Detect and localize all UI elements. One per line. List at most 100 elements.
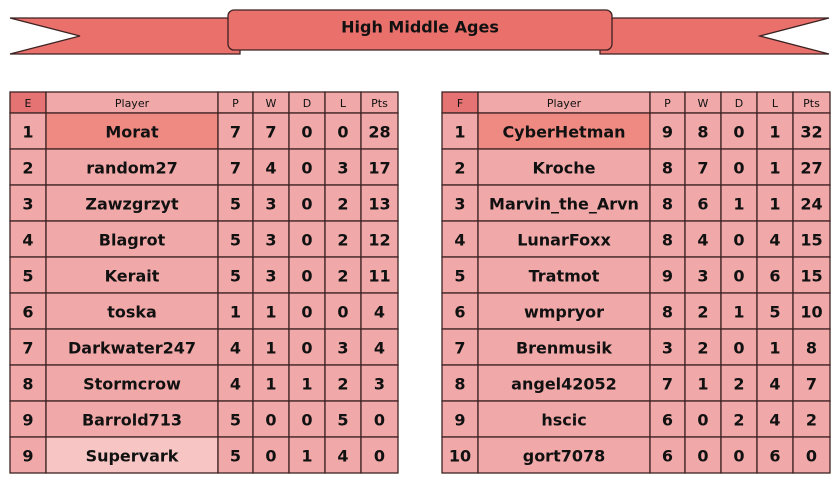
cell-text: Blagrot bbox=[99, 231, 166, 250]
cell-text: 4 bbox=[230, 375, 241, 394]
header-label: L bbox=[340, 97, 347, 110]
table-cell bbox=[649, 184, 686, 222]
table-cell bbox=[252, 148, 290, 186]
table-cell bbox=[756, 184, 794, 222]
table-cell bbox=[324, 400, 362, 438]
table-cell bbox=[756, 436, 794, 474]
cell-text: 27 bbox=[800, 159, 822, 178]
header-label: L bbox=[772, 97, 779, 110]
table-cell bbox=[649, 400, 686, 438]
table-cell bbox=[684, 400, 722, 438]
cell-text: 7 bbox=[806, 375, 817, 394]
cell-text: 5 bbox=[22, 267, 33, 286]
cell-text: 0 bbox=[733, 231, 744, 250]
table-cell bbox=[649, 436, 686, 474]
cell-text: 3 bbox=[454, 195, 465, 214]
table-cell bbox=[9, 328, 47, 366]
ribbon-left bbox=[9, 17, 241, 55]
cell-text: 3 bbox=[22, 195, 33, 214]
cell-text: 5 bbox=[230, 267, 241, 286]
cell-text: wmpryor bbox=[524, 303, 604, 322]
cell-text: 4 bbox=[337, 447, 348, 466]
table-cell bbox=[477, 436, 651, 474]
header-label: D bbox=[735, 97, 743, 110]
table-cell bbox=[720, 328, 758, 366]
table-cell bbox=[252, 184, 290, 222]
header-label: P bbox=[232, 97, 239, 110]
table-cell bbox=[45, 112, 219, 150]
cell-text: 1 bbox=[230, 303, 241, 322]
table-cell bbox=[360, 292, 399, 330]
cell-text: 4 bbox=[374, 339, 385, 358]
cell-text: 7 bbox=[265, 123, 276, 142]
cell-text: 2 bbox=[337, 267, 348, 286]
table-cell bbox=[288, 328, 326, 366]
cell-text: 8 bbox=[806, 339, 817, 358]
cell-text: 2 bbox=[806, 411, 817, 430]
table-cell bbox=[288, 184, 326, 222]
cell-text: 2 bbox=[733, 375, 744, 394]
cell-text: angel42052 bbox=[511, 375, 617, 394]
cell-text: 1 bbox=[769, 123, 780, 142]
cell-text: Stormcrow bbox=[83, 375, 181, 394]
cell-text: Morat bbox=[105, 123, 159, 142]
cell-text: 0 bbox=[265, 411, 276, 430]
cell-text: 10 bbox=[449, 447, 471, 466]
table-cell bbox=[441, 436, 479, 474]
cell-text: 0 bbox=[733, 267, 744, 286]
cell-text: 8 bbox=[662, 303, 673, 322]
cell-text: 1 bbox=[454, 123, 465, 142]
cell-text: 1 bbox=[301, 375, 312, 394]
cell-text: 28 bbox=[368, 123, 390, 142]
table-cell bbox=[792, 220, 831, 258]
table-cell bbox=[684, 436, 722, 474]
table-cell bbox=[684, 184, 722, 222]
table-cell bbox=[324, 184, 362, 222]
cell-text: 8 bbox=[697, 123, 708, 142]
cell-text: 0 bbox=[301, 339, 312, 358]
cell-text: Kroche bbox=[532, 159, 595, 178]
banner-box bbox=[227, 9, 613, 51]
cell-text: 5 bbox=[230, 447, 241, 466]
cell-text: 4 bbox=[769, 411, 780, 430]
cell-text: Tratmot bbox=[529, 267, 600, 286]
cell-text: random27 bbox=[86, 159, 177, 178]
cell-text: 0 bbox=[337, 123, 348, 142]
cell-text: 9 bbox=[662, 267, 673, 286]
table-cell bbox=[792, 364, 831, 402]
cell-text: 0 bbox=[733, 123, 744, 142]
cell-text: 5 bbox=[230, 411, 241, 430]
cell-text: 0 bbox=[337, 303, 348, 322]
table-cell bbox=[441, 292, 479, 330]
cell-text: Supervark bbox=[86, 447, 179, 466]
cell-text: 0 bbox=[301, 123, 312, 142]
table-cell bbox=[288, 436, 326, 474]
table-cell bbox=[324, 148, 362, 186]
cell-text: 9 bbox=[22, 447, 33, 466]
cell-text: 0 bbox=[301, 411, 312, 430]
cell-text: 6 bbox=[454, 303, 465, 322]
banner: High Middle Ages bbox=[9, 9, 830, 55]
cell-text: 6 bbox=[769, 447, 780, 466]
cell-text: 0 bbox=[301, 267, 312, 286]
table-cell bbox=[252, 292, 290, 330]
cell-text: 1 bbox=[769, 159, 780, 178]
cell-text: 8 bbox=[662, 159, 673, 178]
table-cell bbox=[756, 220, 794, 258]
cell-text: 2 bbox=[733, 411, 744, 430]
cell-text: 2 bbox=[454, 159, 465, 178]
cell-text: 11 bbox=[368, 267, 390, 286]
header-label: Player bbox=[547, 97, 582, 110]
table-cell bbox=[720, 364, 758, 402]
cell-text: 1 bbox=[769, 339, 780, 358]
table-cell bbox=[477, 328, 651, 366]
table-cell bbox=[45, 256, 219, 294]
cell-text: 1 bbox=[697, 375, 708, 394]
cell-text: 4 bbox=[769, 375, 780, 394]
cell-text: 0 bbox=[374, 447, 385, 466]
cell-text: Zawzgrzyt bbox=[85, 195, 179, 214]
cell-text: 24 bbox=[800, 195, 822, 214]
cell-text: 4 bbox=[374, 303, 385, 322]
cell-text: 3 bbox=[697, 267, 708, 286]
